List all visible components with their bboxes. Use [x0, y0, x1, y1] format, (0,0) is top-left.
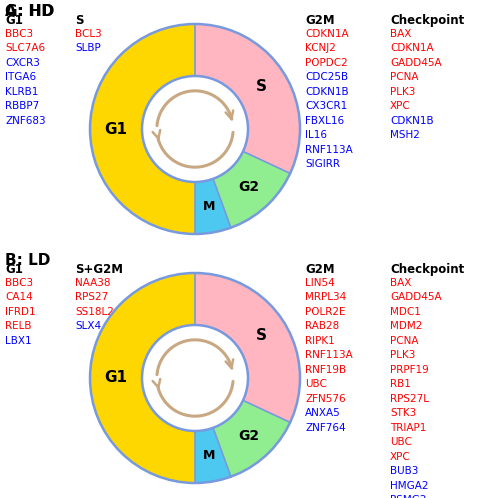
Text: TRIAP1: TRIAP1 — [390, 422, 426, 432]
Text: RB1: RB1 — [390, 379, 411, 389]
Text: MDM2: MDM2 — [390, 321, 422, 331]
Text: UBC: UBC — [390, 437, 412, 447]
Text: IL16: IL16 — [305, 130, 327, 140]
Text: RELB: RELB — [5, 321, 32, 331]
Text: BBC3: BBC3 — [5, 28, 33, 38]
Text: PLK3: PLK3 — [390, 350, 415, 360]
Text: CDC25B: CDC25B — [305, 72, 348, 82]
Text: MDC1: MDC1 — [390, 306, 421, 317]
Text: G2M: G2M — [305, 14, 334, 27]
Text: XPC: XPC — [390, 101, 411, 111]
Text: S: S — [256, 328, 267, 343]
Text: KCNJ2: KCNJ2 — [305, 43, 336, 53]
Text: KLRB1: KLRB1 — [5, 87, 38, 97]
Circle shape — [142, 76, 248, 182]
Text: RPS27L: RPS27L — [390, 393, 429, 403]
Text: FBXL16: FBXL16 — [305, 116, 344, 125]
Text: PLK3: PLK3 — [390, 87, 415, 97]
Text: G1: G1 — [5, 263, 23, 276]
Text: RAB28: RAB28 — [305, 321, 339, 331]
Text: SLC7A6: SLC7A6 — [5, 43, 45, 53]
Text: A: HD: A: HD — [5, 4, 54, 19]
Text: SLBP: SLBP — [75, 43, 101, 53]
Text: MRPL34: MRPL34 — [305, 292, 346, 302]
Text: G1: G1 — [104, 371, 128, 385]
Wedge shape — [195, 24, 300, 173]
Text: PRPF19: PRPF19 — [390, 365, 429, 374]
Text: CDKN1A: CDKN1A — [390, 43, 434, 53]
Text: BAX: BAX — [390, 277, 411, 287]
Wedge shape — [90, 273, 195, 483]
Text: RNF19B: RNF19B — [305, 365, 346, 374]
Text: MSH2: MSH2 — [390, 130, 420, 140]
Text: M: M — [202, 449, 215, 462]
Text: ZNF764: ZNF764 — [305, 422, 346, 432]
Text: HMGA2: HMGA2 — [390, 481, 428, 491]
Wedge shape — [213, 151, 290, 228]
Text: ZFN576: ZFN576 — [305, 393, 346, 403]
Text: G2: G2 — [238, 429, 259, 443]
Text: G2M: G2M — [305, 263, 334, 276]
Text: SLX4: SLX4 — [75, 321, 101, 331]
Text: BUB3: BUB3 — [390, 466, 418, 476]
Wedge shape — [195, 273, 300, 422]
Wedge shape — [195, 179, 231, 234]
Text: G1: G1 — [5, 14, 23, 27]
Text: PCNA: PCNA — [390, 72, 418, 82]
Text: RPS27: RPS27 — [75, 292, 108, 302]
Text: RNF113A: RNF113A — [305, 144, 353, 154]
Text: M: M — [202, 200, 215, 213]
Text: GADD45A: GADD45A — [390, 292, 442, 302]
Text: Checkpoint: Checkpoint — [390, 263, 464, 276]
Text: S: S — [256, 79, 267, 94]
Text: CA14: CA14 — [5, 292, 33, 302]
Text: SS18L2: SS18L2 — [75, 306, 114, 317]
Text: S+G2M: S+G2M — [75, 263, 123, 276]
Text: NAA38: NAA38 — [75, 277, 110, 287]
Text: G1: G1 — [104, 122, 128, 136]
Circle shape — [142, 325, 248, 431]
Text: BBC3: BBC3 — [5, 277, 33, 287]
Text: PSMG2: PSMG2 — [390, 495, 426, 498]
Text: S: S — [75, 14, 84, 27]
Text: UBC: UBC — [305, 379, 327, 389]
Text: RNF113A: RNF113A — [305, 350, 353, 360]
Text: POPDC2: POPDC2 — [305, 57, 348, 68]
Text: CXCR3: CXCR3 — [5, 57, 40, 68]
Text: IFRD1: IFRD1 — [5, 306, 36, 317]
Text: BAX: BAX — [390, 28, 411, 38]
Wedge shape — [90, 24, 195, 234]
Text: GADD45A: GADD45A — [390, 57, 442, 68]
Text: SIGIRR: SIGIRR — [305, 159, 340, 169]
Text: STK3: STK3 — [390, 408, 416, 418]
Text: CDKN1A: CDKN1A — [305, 28, 348, 38]
Text: ITGA6: ITGA6 — [5, 72, 36, 82]
Text: CDKN1B: CDKN1B — [305, 87, 348, 97]
Wedge shape — [213, 400, 290, 477]
Text: G: HD: G: HD — [5, 4, 54, 19]
Text: PCNA: PCNA — [390, 336, 418, 346]
Text: ANXA5: ANXA5 — [305, 408, 341, 418]
Text: Checkpoint: Checkpoint — [390, 14, 464, 27]
Wedge shape — [195, 428, 231, 483]
Text: CDKN1B: CDKN1B — [390, 116, 434, 125]
Text: XPC: XPC — [390, 452, 411, 462]
Text: B: LD: B: LD — [5, 253, 51, 268]
Text: POLR2E: POLR2E — [305, 306, 346, 317]
Text: BCL3: BCL3 — [75, 28, 102, 38]
Text: LIN54: LIN54 — [305, 277, 335, 287]
Text: ZNF683: ZNF683 — [5, 116, 46, 125]
Text: CX3CR1: CX3CR1 — [305, 101, 347, 111]
Text: RBBP7: RBBP7 — [5, 101, 39, 111]
Text: RIPK1: RIPK1 — [305, 336, 335, 346]
Text: LBX1: LBX1 — [5, 336, 32, 346]
Text: G2: G2 — [238, 180, 259, 194]
